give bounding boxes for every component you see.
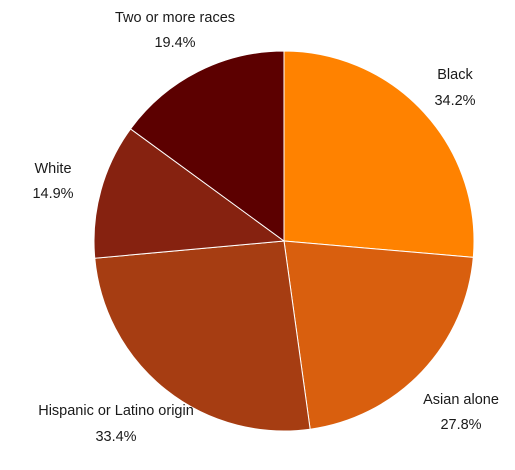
- slice-value-hispanic-or-latino-origin: 33.4%: [95, 429, 136, 445]
- pie-slice-white: [93, 128, 286, 259]
- slice-label-white: White: [34, 161, 71, 177]
- slice-value-white: 14.9%: [32, 186, 73, 202]
- slice-label-asian-alone: Asian alone: [423, 392, 499, 408]
- slice-label-black: Black: [437, 67, 473, 83]
- pie-slices: [93, 50, 475, 432]
- slice-label-hispanic-or-latino-origin: Hispanic or Latino origin: [38, 403, 194, 419]
- slice-value-two-or-more-races: 19.4%: [154, 35, 195, 51]
- slice-value-black: 34.2%: [434, 93, 475, 109]
- pie-slice-two-or-more-races: [129, 50, 285, 242]
- slice-value-asian-alone: 27.8%: [440, 417, 481, 433]
- pie-labels: Black 34.2% Asian alone 27.8% Hispanic o…: [32, 10, 498, 445]
- pie-slice-asian-alone: [283, 240, 474, 430]
- pie-slice-hispanic-or-latino-origin: [94, 240, 311, 432]
- pie-slice-black: [283, 50, 475, 258]
- slice-label-two-or-more-races: Two or more races: [115, 10, 235, 26]
